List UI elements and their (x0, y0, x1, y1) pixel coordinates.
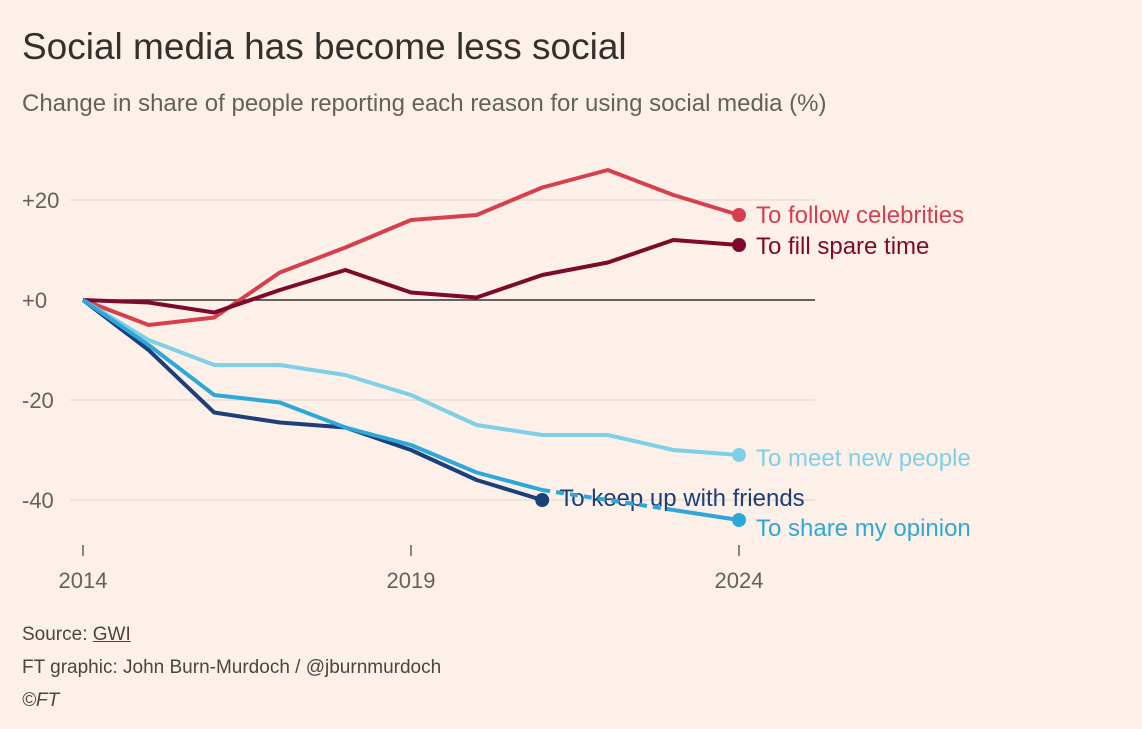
y-tick-label: -40 (22, 488, 54, 513)
x-tick-label: 2019 (387, 568, 436, 593)
series-to-follow-celebrities: To follow celebrities (82, 168, 964, 327)
end-marker (732, 208, 746, 222)
series-line (81, 298, 543, 492)
credit: FT graphic: John Burn-Murdoch / @jburnmu… (22, 657, 442, 678)
source-link[interactable]: GWI (92, 624, 131, 645)
series-label: To follow celebrities (756, 202, 964, 229)
series-label: To keep up with friends (559, 485, 804, 512)
y-tick-label: +20 (22, 188, 59, 213)
series-line (673, 508, 740, 522)
end-marker (732, 448, 746, 462)
source: Source: GWI (22, 624, 131, 646)
y-tick-label: +0 (22, 288, 47, 313)
series-to-meet-new-people: To meet new people (81, 298, 971, 472)
series-line (82, 238, 740, 315)
series-to-share-my-opinion: To share my opinion (81, 298, 971, 542)
copyright: ©FT (22, 690, 60, 711)
series-label: To meet new people (756, 445, 971, 472)
end-marker (732, 238, 746, 252)
end-marker (535, 493, 550, 507)
series-line (82, 168, 740, 327)
chart-subtitle: Change in share of people reporting each… (22, 90, 827, 117)
x-tick-label: 2024 (715, 568, 764, 593)
end-marker (732, 513, 746, 527)
source-label: Source: (22, 624, 93, 645)
series-label: To share my opinion (756, 515, 971, 542)
y-tick-label: -20 (22, 388, 54, 413)
series-to-keep-up-with-friends: To keep up with friends (81, 298, 805, 512)
series-to-fill-spare-time: To fill spare time (82, 233, 929, 315)
chart-title: Social media has become less social (22, 26, 627, 67)
series-label: To fill spare time (756, 233, 929, 260)
series-line (81, 298, 543, 502)
x-tick-label: 2014 (59, 568, 108, 593)
